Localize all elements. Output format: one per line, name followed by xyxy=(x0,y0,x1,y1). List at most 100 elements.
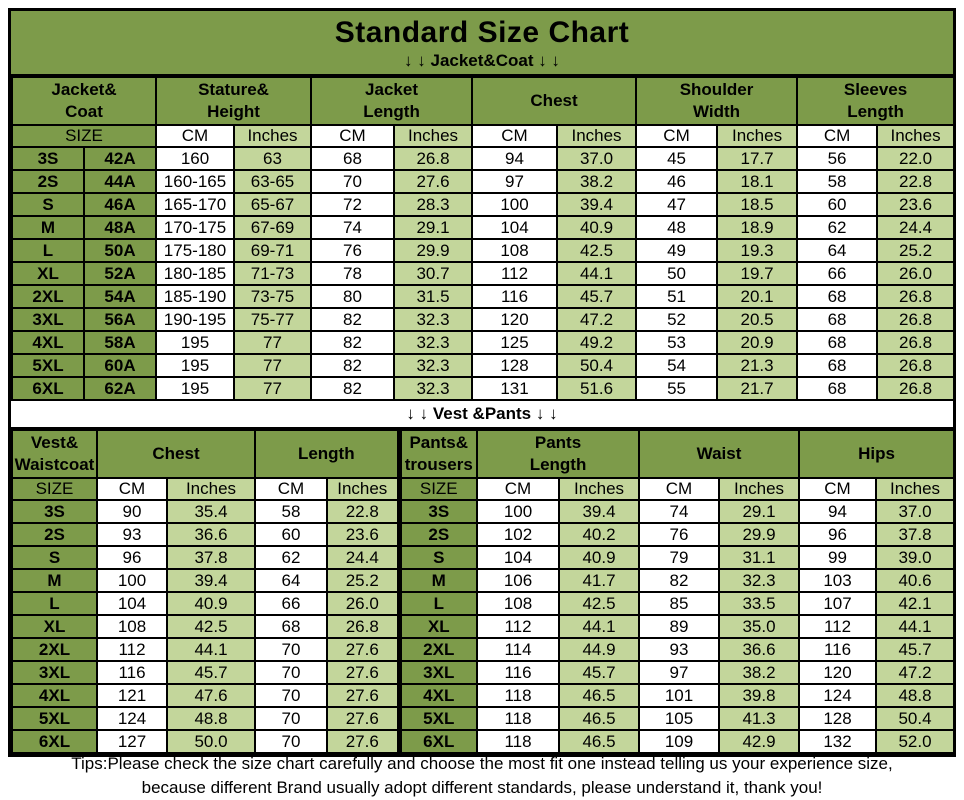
value-cell: 102 xyxy=(476,522,561,547)
value-cell: 41.7 xyxy=(558,568,641,593)
value-cell: 90 xyxy=(96,499,168,524)
value-cell: 160 xyxy=(155,146,235,171)
size-cell: 5XL xyxy=(11,353,85,378)
value-cell: 66 xyxy=(796,261,879,286)
value-cell: 120 xyxy=(798,660,878,685)
value-cell: 17.7 xyxy=(716,146,799,171)
vest-size-row: 2XL 112 44.1 70 27.6 2XL 114 44.9 93 36.6 116 45.7 xyxy=(11,637,956,662)
tips-text: Tips:Please check the size chart careful… xyxy=(0,752,964,800)
value-cell: 32.3 xyxy=(393,307,474,332)
value-cell: 67-69 xyxy=(232,215,313,240)
size-cell: L xyxy=(396,591,479,616)
size-cell: 60A xyxy=(83,353,157,378)
value-cell: 44.1 xyxy=(558,614,641,639)
vest-header-row: Vest& Waistcoat Chest Length Pants& trou… xyxy=(11,429,956,479)
column-header-vest-waistcoat: Vest& Waistcoat xyxy=(11,429,98,479)
jacket-coat-table: Jacket& Coat Stature& Height Jacket Leng… xyxy=(11,76,956,401)
value-cell: 38.2 xyxy=(556,169,638,194)
size-cell: 6XL xyxy=(396,729,479,754)
value-cell: 63 xyxy=(232,146,313,171)
inches-header: Inches xyxy=(393,124,474,148)
value-cell: 195 xyxy=(155,330,235,355)
value-cell: 42.9 xyxy=(718,729,801,754)
value-cell: 50.4 xyxy=(875,706,956,731)
value-cell: 112 xyxy=(476,614,561,639)
value-cell: 39.4 xyxy=(558,499,641,524)
value-cell: 108 xyxy=(96,614,168,639)
value-cell: 47.6 xyxy=(165,683,257,708)
value-cell: 76 xyxy=(310,238,396,263)
value-cell: 23.6 xyxy=(876,192,956,217)
value-cell: 131 xyxy=(471,376,559,401)
value-cell: 42.5 xyxy=(556,238,638,263)
value-cell: 70 xyxy=(254,637,329,662)
size-cell: 4XL xyxy=(396,683,479,708)
value-cell: 22.8 xyxy=(326,499,401,524)
value-cell: 121 xyxy=(96,683,168,708)
size-cell: 46A xyxy=(83,192,157,217)
value-cell: 63-65 xyxy=(232,169,313,194)
size-cell: S xyxy=(396,545,479,570)
value-cell: 50 xyxy=(635,261,719,286)
size-cell: 6XL xyxy=(11,729,98,754)
value-cell: 116 xyxy=(96,660,168,685)
value-cell: 26.8 xyxy=(393,146,474,171)
value-cell: 68 xyxy=(796,330,879,355)
value-cell: 52 xyxy=(635,307,719,332)
value-cell: 22.0 xyxy=(876,146,956,171)
column-header-jacket-length: Jacket Length xyxy=(310,76,474,126)
jacket-size-row: L 50A 175-180 69-71 76 29.9 108 42.5 49 19.3 64 25.… xyxy=(11,238,956,263)
size-cell: L xyxy=(11,591,98,616)
value-cell: 46.5 xyxy=(558,683,641,708)
value-cell: 77 xyxy=(232,353,313,378)
value-cell: 31.1 xyxy=(718,545,801,570)
size-cell: 2XL xyxy=(396,637,479,662)
value-cell: 37.8 xyxy=(875,522,956,547)
value-cell: 82 xyxy=(310,376,396,401)
size-cell: S xyxy=(11,192,85,217)
value-cell: 26.8 xyxy=(876,376,956,401)
value-cell: 68 xyxy=(254,614,329,639)
cm-header: CM xyxy=(310,124,396,148)
value-cell: 51.6 xyxy=(556,376,638,401)
vest-size-row: 2S 93 36.6 60 23.6 2S 102 40.2 76 29.9 96 37.8 xyxy=(11,522,956,547)
value-cell: 68 xyxy=(796,353,879,378)
value-cell: 42.5 xyxy=(558,591,641,616)
value-cell: 108 xyxy=(476,591,561,616)
value-cell: 118 xyxy=(476,706,561,731)
value-cell: 45 xyxy=(635,146,719,171)
size-cell: 56A xyxy=(83,307,157,332)
cm-header: CM xyxy=(471,124,559,148)
size-cell: 2S xyxy=(11,169,85,194)
value-cell: 39.8 xyxy=(718,683,801,708)
value-cell: 68 xyxy=(796,284,879,309)
inches-header: Inches xyxy=(875,477,956,501)
value-cell: 18.1 xyxy=(716,169,799,194)
inches-header: Inches xyxy=(876,124,956,148)
column-header-shoulder-width: Shoulder Width xyxy=(635,76,799,126)
value-cell: 185-190 xyxy=(155,284,235,309)
value-cell: 36.6 xyxy=(165,522,257,547)
value-cell: 28.3 xyxy=(393,192,474,217)
value-cell: 23.6 xyxy=(326,522,401,547)
size-cell: XL xyxy=(11,261,85,286)
size-cell: 2S xyxy=(11,522,98,547)
value-cell: 180-185 xyxy=(155,261,235,286)
value-cell: 76 xyxy=(638,522,721,547)
value-cell: 112 xyxy=(798,614,878,639)
value-cell: 30.7 xyxy=(393,261,474,286)
value-cell: 32.3 xyxy=(393,330,474,355)
value-cell: 48 xyxy=(635,215,719,240)
value-cell: 79 xyxy=(638,545,721,570)
value-cell: 21.7 xyxy=(716,376,799,401)
value-cell: 77 xyxy=(232,376,313,401)
value-cell: 70 xyxy=(254,683,329,708)
value-cell: 19.7 xyxy=(716,261,799,286)
value-cell: 32.3 xyxy=(718,568,801,593)
vest-size-row: 3S 90 35.4 58 22.8 3S 100 39.4 74 29.1 94 37.0 xyxy=(11,499,956,524)
value-cell: 45.7 xyxy=(556,284,638,309)
value-cell: 108 xyxy=(471,238,559,263)
value-cell: 100 xyxy=(96,568,168,593)
value-cell: 27.6 xyxy=(393,169,474,194)
size-header: SIZE xyxy=(11,124,157,148)
